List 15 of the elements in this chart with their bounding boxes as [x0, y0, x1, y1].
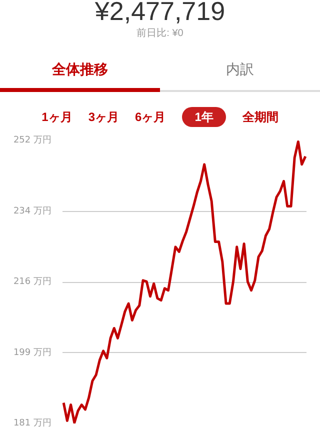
text: 6ヶ月 — [135, 110, 166, 124]
y-tick-label: 199 万円 — [13, 348, 52, 358]
y-tick-label: 252 万円 — [13, 136, 52, 146]
y-tick-label: 181 万円 — [13, 418, 52, 428]
text: 1ヶ月 — [42, 110, 72, 124]
text: 3ヶ月 — [88, 110, 119, 124]
text: 全体推移 — [0, 51, 160, 92]
text: 全期間 — [242, 110, 278, 124]
y-tick-label: 234 万円 — [13, 206, 52, 216]
text: 内訳 — [160, 51, 320, 92]
chart-title: ¥2,477,719 — [94, 0, 226, 26]
line-series — [62, 140, 306, 424]
chart-subtitle: 前日比: ¥0 — [136, 27, 184, 41]
y-tick-label: 216 万円 — [13, 277, 52, 287]
text: 1年 — [182, 107, 226, 128]
